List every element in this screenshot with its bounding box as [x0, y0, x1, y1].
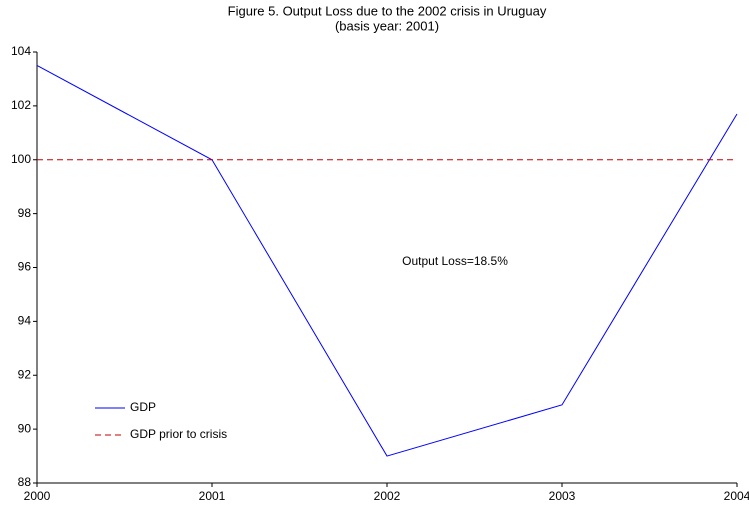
- y-tick-label: 88: [18, 475, 32, 489]
- y-tick-label: 100: [11, 152, 31, 166]
- chart-title: Figure 5. Output Loss due to the 2002 cr…: [228, 3, 547, 18]
- x-tick-label: 2003: [549, 489, 576, 503]
- y-tick-label: 104: [11, 44, 31, 58]
- x-tick-label: 2004: [724, 489, 749, 503]
- y-tick-label: 94: [18, 314, 32, 328]
- y-tick-label: 98: [18, 206, 32, 220]
- legend-label: GDP: [130, 400, 156, 414]
- legend-label: GDP prior to crisis: [130, 427, 227, 441]
- y-tick-label: 102: [11, 98, 31, 112]
- annotation: Output Loss=18.5%: [402, 254, 508, 268]
- chart-subtitle: (basis year: 2001): [335, 18, 439, 33]
- y-tick-label: 96: [18, 260, 32, 274]
- y-tick-label: 90: [18, 421, 32, 435]
- y-tick-label: 92: [18, 367, 32, 381]
- x-tick-label: 2001: [199, 489, 226, 503]
- x-tick-label: 2000: [24, 489, 51, 503]
- x-tick-label: 2002: [374, 489, 401, 503]
- series-line: [36, 65, 738, 457]
